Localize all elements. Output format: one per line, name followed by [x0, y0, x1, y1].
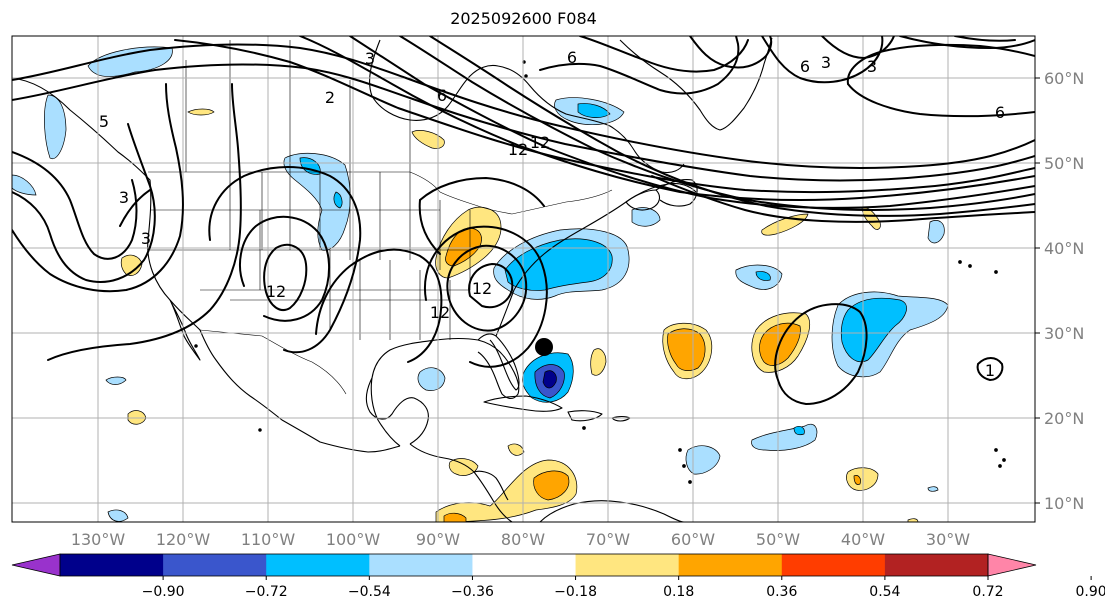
map-title: 2025092600 F084 — [450, 9, 597, 28]
colorbar-tick-label: 0.54 — [869, 584, 900, 600]
lat-label-30n: 30°N — [1044, 324, 1084, 343]
colorbar-tick-label: −0.72 — [245, 584, 288, 600]
contour-label: 3 — [821, 53, 831, 72]
storm-position-marker — [535, 338, 553, 356]
contour-lines — [12, 36, 1035, 406]
colorbar-tick-label: −0.54 — [348, 584, 391, 600]
lat-label-50n: 50°N — [1044, 154, 1084, 173]
contour-label: 1 — [985, 361, 995, 380]
lon-label: 60°W — [671, 530, 715, 549]
map-panel: 5 2 6 12 3 3 12 12 6 3 3 6 6 3 12 12 1 — [12, 36, 1035, 522]
colorbar-ticks: −0.90 −0.72 −0.54 −0.36 −0.18 0.18 0.36 0.54 0.7… — [142, 576, 1105, 600]
colorbar-extend-min — [11, 553, 61, 577]
colorbar-tick-label: −0.18 — [554, 584, 597, 600]
contour-label: 12 — [508, 140, 528, 159]
contour-label: 6 — [800, 57, 810, 76]
lon-label: 40°W — [841, 530, 885, 549]
lat-label-40n: 40°N — [1044, 239, 1084, 258]
contour-label: 2 — [325, 88, 335, 107]
colorbar-segment — [369, 554, 473, 576]
colorbar-tick-label: 0.90 — [1076, 584, 1105, 600]
lat-axis: 60°N 50°N 40°N 30°N 20°N 10°N — [1035, 69, 1084, 513]
colorbar-segment — [884, 554, 989, 576]
colorbar-segment — [266, 554, 370, 576]
lon-label: 30°W — [926, 530, 970, 549]
colorbar-segment — [781, 554, 886, 576]
contour-label: 12 — [530, 133, 550, 152]
lat-label-60n: 60°N — [1044, 69, 1084, 88]
lon-label: 80°W — [501, 530, 545, 549]
contour-label: 3 — [141, 229, 151, 248]
map-frame — [11, 35, 1036, 523]
lon-axis: 130°W 120°W 110°W 100°W 90°W 80°W 70°W 6… — [71, 530, 970, 549]
colorbar-segment — [678, 554, 783, 576]
colorbar-tick-label: −0.36 — [451, 584, 494, 600]
colorbar-segment — [575, 554, 680, 576]
lon-label: 100°W — [326, 530, 381, 549]
colorbar-segment — [163, 554, 267, 576]
contour-label: 3 — [867, 57, 877, 76]
contour-label: 6 — [437, 86, 447, 105]
contour-label: 12 — [430, 303, 450, 322]
colorbar-segment — [60, 554, 164, 576]
lat-label-10n: 10°N — [1044, 494, 1084, 513]
lon-label: 120°W — [156, 530, 211, 549]
colorbar-tick-label: 0.36 — [766, 584, 797, 600]
contour-label: 6 — [995, 103, 1005, 122]
contour-label: 12 — [266, 282, 286, 301]
colorbar-segments — [11, 553, 1037, 577]
colorbar-frame — [59, 553, 989, 577]
contour-label: 5 — [99, 112, 109, 131]
contour-label: 3 — [365, 49, 375, 68]
colorbar-extend-max — [987, 553, 1037, 577]
lon-label: 70°W — [586, 530, 630, 549]
colorbar-tick-label: 0.18 — [663, 584, 694, 600]
contour-label-group: 5 2 6 12 3 3 12 12 6 3 3 6 6 3 12 12 1 — [99, 48, 1005, 380]
contour-label: 12 — [472, 279, 492, 298]
lon-label: 110°W — [241, 530, 296, 549]
colorbar-tick-label: 0.72 — [972, 584, 1003, 600]
colorbar-segment — [472, 554, 577, 576]
contour-label: 3 — [119, 188, 129, 207]
lon-label: 90°W — [416, 530, 460, 549]
colorbar-tick-label: −0.90 — [142, 584, 185, 600]
coastlines — [12, 37, 1006, 522]
lon-label: 50°W — [756, 530, 800, 549]
lat-label-20n: 20°N — [1044, 409, 1084, 428]
colorbar: −0.90 −0.72 −0.54 −0.36 −0.18 0.18 0.36 0.54 0.7… — [11, 553, 1105, 600]
lon-label: 130°W — [71, 530, 126, 549]
contour-label: 6 — [567, 48, 577, 67]
